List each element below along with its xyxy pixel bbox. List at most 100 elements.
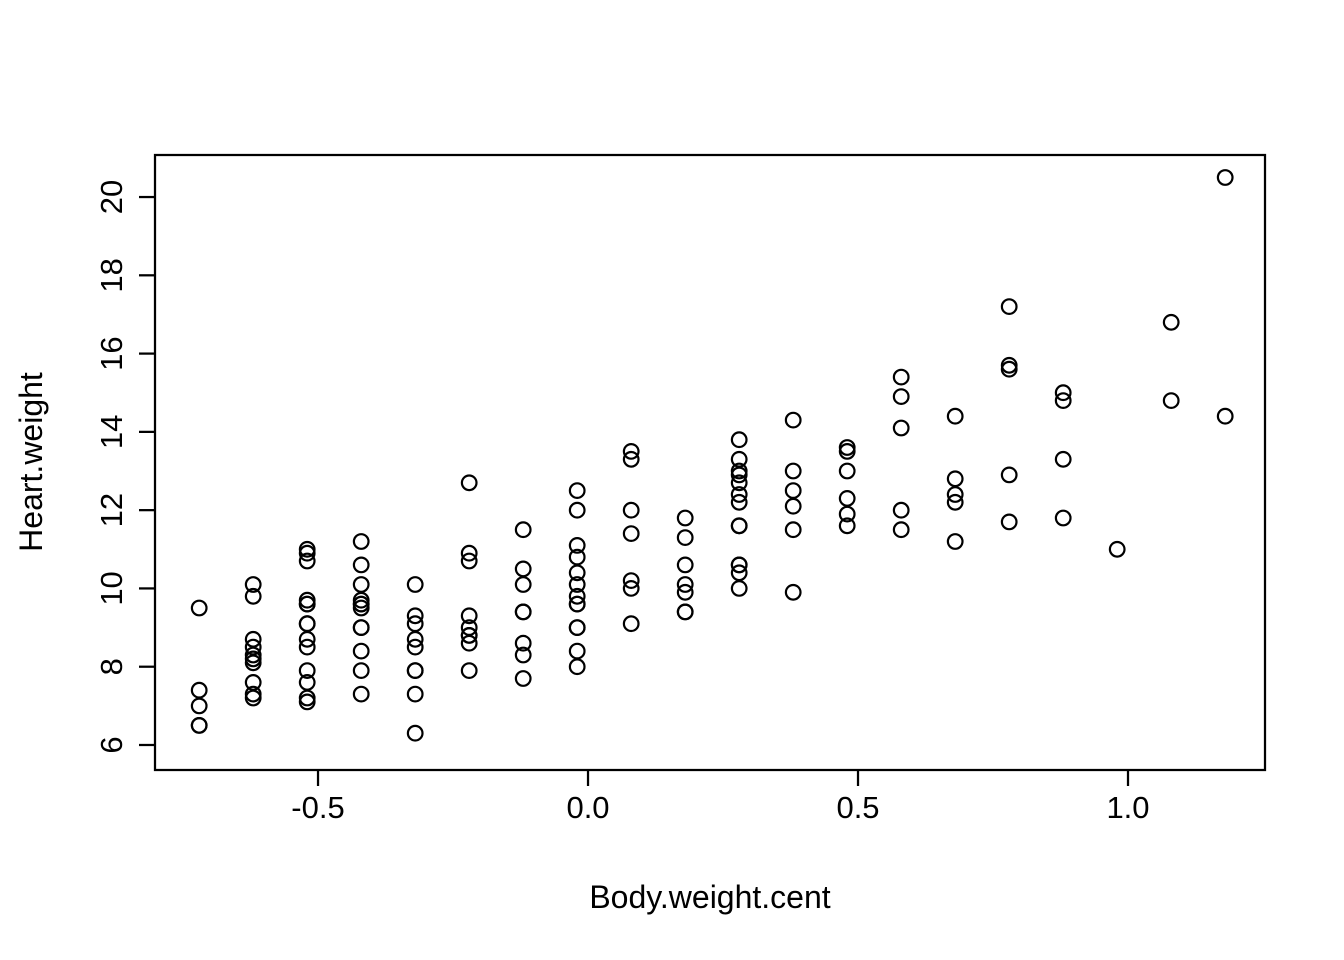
x-axis-title: Body.weight.cent bbox=[589, 879, 830, 915]
data-point bbox=[730, 486, 748, 503]
data-point bbox=[838, 462, 856, 480]
data-point bbox=[730, 450, 748, 468]
plot-box bbox=[153, 153, 1267, 772]
data-point bbox=[568, 482, 586, 500]
data-point bbox=[568, 642, 586, 660]
data-point bbox=[406, 638, 424, 656]
data-point bbox=[730, 431, 748, 449]
data-point bbox=[244, 630, 262, 648]
data-point bbox=[568, 537, 586, 554]
data-point bbox=[838, 439, 856, 456]
data-point bbox=[352, 576, 370, 593]
y-axis-tick-label: 18 bbox=[94, 258, 129, 292]
data-point bbox=[1000, 466, 1018, 484]
data-point bbox=[784, 497, 802, 515]
data-point bbox=[298, 540, 316, 558]
data-point bbox=[676, 556, 694, 574]
data-point bbox=[622, 572, 640, 589]
y-axis-tick-label: 20 bbox=[94, 180, 129, 214]
data-point bbox=[784, 521, 802, 539]
data-point bbox=[892, 419, 910, 437]
data-point bbox=[352, 591, 370, 609]
data-point bbox=[298, 662, 316, 679]
data-point bbox=[1216, 169, 1234, 186]
data-point bbox=[1216, 407, 1234, 425]
data-point bbox=[460, 544, 478, 562]
data-point bbox=[946, 533, 964, 550]
data-point bbox=[946, 470, 964, 488]
data-point bbox=[514, 603, 532, 621]
data-point bbox=[622, 580, 640, 597]
data-point bbox=[730, 462, 748, 480]
data-point bbox=[298, 591, 316, 609]
data-point bbox=[406, 576, 424, 593]
data-point bbox=[568, 595, 586, 613]
y-axis-tick-label: 6 bbox=[94, 736, 129, 753]
data-point bbox=[676, 576, 694, 593]
data-point bbox=[1108, 540, 1126, 558]
data-point bbox=[244, 576, 262, 593]
data-point bbox=[352, 642, 370, 660]
data-point bbox=[784, 482, 802, 500]
data-point bbox=[730, 493, 748, 511]
data-point bbox=[784, 411, 802, 429]
data-point bbox=[190, 599, 208, 617]
data-point bbox=[514, 576, 532, 593]
data-point bbox=[838, 517, 856, 535]
data-point bbox=[352, 533, 370, 550]
data-point bbox=[190, 697, 208, 715]
data-point bbox=[298, 615, 316, 633]
x-axis-tick-label: 1.0 bbox=[1106, 790, 1149, 825]
data-point bbox=[352, 619, 370, 636]
y-axis-tick-label: 12 bbox=[94, 493, 129, 527]
data-point bbox=[946, 493, 964, 511]
data-point bbox=[406, 607, 424, 625]
data-point bbox=[298, 552, 316, 570]
data-point bbox=[784, 462, 802, 480]
data-point bbox=[892, 501, 910, 519]
x-axis-tick-label: 0.5 bbox=[836, 790, 879, 825]
data-point bbox=[730, 580, 748, 597]
data-point bbox=[622, 615, 640, 633]
data-point bbox=[622, 525, 640, 542]
data-point bbox=[730, 556, 748, 574]
x-axis-tick-label: 0.0 bbox=[566, 790, 609, 825]
data-point bbox=[676, 603, 694, 621]
data-point bbox=[406, 662, 424, 679]
data-point bbox=[730, 517, 748, 535]
data-point bbox=[676, 509, 694, 527]
data-point bbox=[460, 662, 478, 679]
y-axis-tick-label: 16 bbox=[94, 336, 129, 370]
data-point bbox=[946, 486, 964, 503]
data-point bbox=[514, 560, 532, 578]
x-axis-tick-label: -0.5 bbox=[291, 790, 344, 825]
data-point bbox=[730, 564, 748, 582]
data-point bbox=[1054, 392, 1072, 410]
data-point bbox=[1162, 392, 1180, 410]
data-point bbox=[838, 490, 856, 507]
data-point bbox=[676, 529, 694, 546]
data-point bbox=[568, 501, 586, 519]
y-axis-title: Heart.weight bbox=[13, 372, 49, 552]
data-point bbox=[568, 576, 586, 593]
data-point bbox=[676, 583, 694, 601]
data-point bbox=[298, 638, 316, 656]
data-point bbox=[1054, 384, 1072, 402]
data-point bbox=[460, 627, 478, 644]
data-point bbox=[568, 564, 586, 582]
data-point bbox=[514, 646, 532, 664]
data-point bbox=[946, 407, 964, 425]
data-point bbox=[406, 615, 424, 633]
data-point bbox=[622, 443, 640, 460]
data-point bbox=[1054, 450, 1072, 468]
data-point bbox=[244, 674, 262, 691]
data-point bbox=[460, 552, 478, 570]
data-point bbox=[1000, 356, 1018, 374]
data-point bbox=[1054, 509, 1072, 527]
data-point bbox=[568, 548, 586, 566]
data-point bbox=[568, 587, 586, 605]
data-point bbox=[514, 670, 532, 687]
data-point bbox=[298, 674, 316, 691]
